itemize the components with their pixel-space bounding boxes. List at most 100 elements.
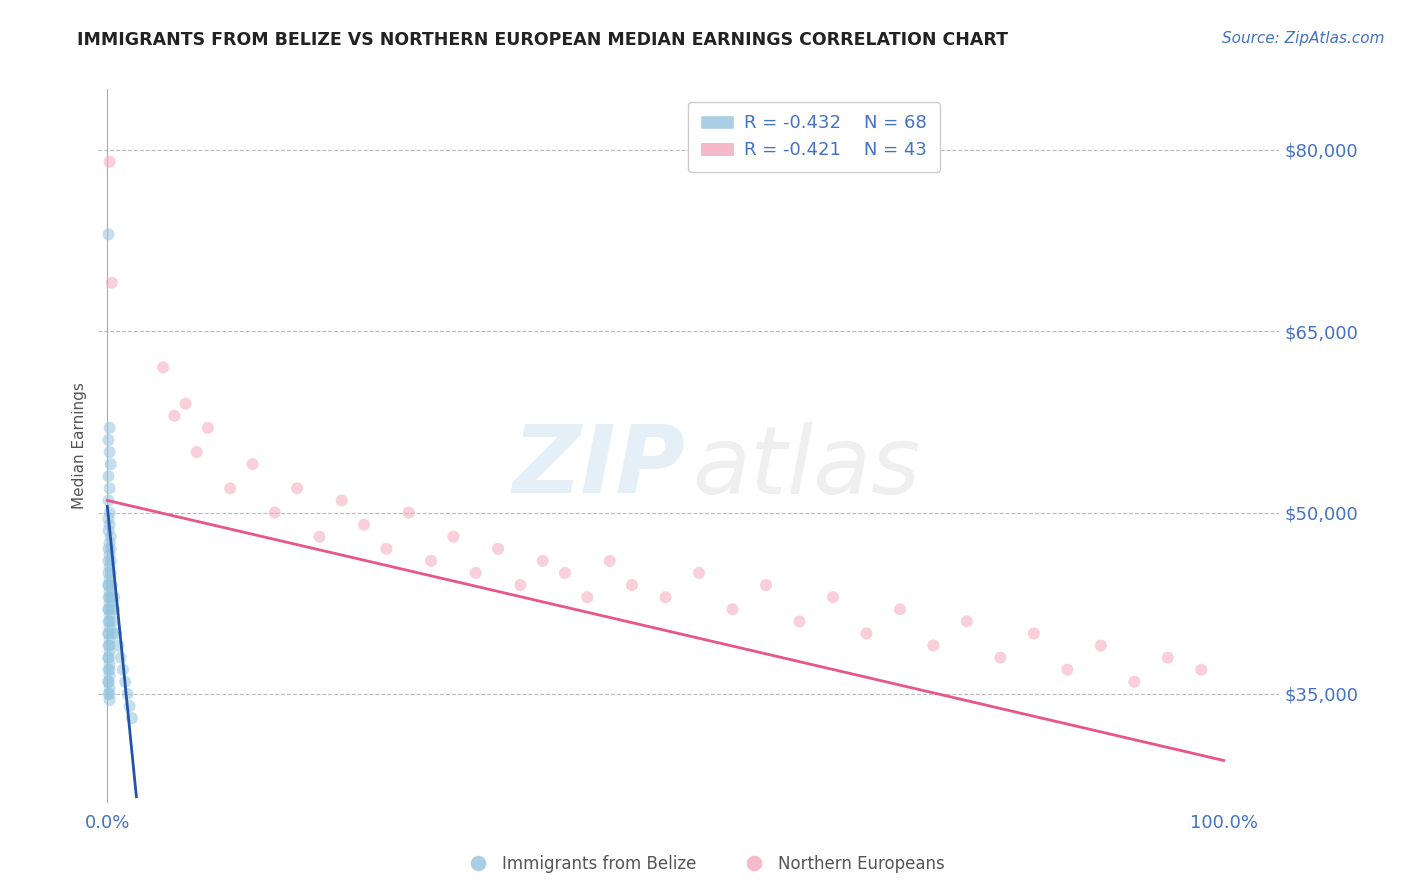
Point [98, 481, 121, 495]
Point [654, 590, 676, 604]
Point [105, 626, 128, 640]
Point [97, 663, 120, 677]
Point [242, 457, 264, 471]
Point [97, 674, 120, 689]
Point [688, 566, 710, 580]
Point [755, 578, 778, 592]
Point [420, 554, 443, 568]
Point [97, 626, 120, 640]
Point [101, 578, 124, 592]
Point [308, 530, 330, 544]
Point [922, 639, 945, 653]
Point [103, 602, 125, 616]
Point [97, 566, 120, 580]
Text: ZIP: ZIP [513, 421, 685, 514]
Point [121, 711, 143, 725]
Point [98, 596, 121, 610]
Point [554, 566, 576, 580]
Point [1090, 639, 1112, 653]
Point [621, 578, 644, 592]
Point [97, 578, 120, 592]
Point [97, 626, 120, 640]
Point [97, 469, 120, 483]
Point [821, 590, 844, 604]
Point [98, 445, 121, 459]
Point [464, 566, 486, 580]
Point [98, 560, 121, 574]
Point [98, 615, 121, 629]
Point [100, 530, 122, 544]
Point [97, 541, 120, 556]
Point [174, 397, 197, 411]
Point [285, 481, 308, 495]
Point [100, 541, 122, 556]
Point [152, 360, 174, 375]
Point [353, 517, 375, 532]
Point [98, 517, 121, 532]
Legend: R = -0.432    N = 68, R = -0.421    N = 43: R = -0.432 N = 68, R = -0.421 N = 43 [689, 102, 939, 172]
Point [107, 639, 129, 653]
Point [97, 433, 120, 447]
Point [98, 645, 121, 659]
Point [98, 663, 121, 677]
Point [97, 650, 120, 665]
Point [599, 554, 621, 568]
Point [97, 602, 120, 616]
Point [97, 227, 120, 242]
Point [97, 615, 120, 629]
Point [97, 602, 120, 616]
Point [100, 566, 122, 580]
Point [98, 154, 121, 169]
Point [101, 615, 124, 629]
Point [441, 530, 464, 544]
Point [990, 650, 1012, 665]
Point [956, 615, 979, 629]
Point [855, 626, 877, 640]
Point [98, 590, 121, 604]
Point [97, 554, 120, 568]
Point [97, 639, 120, 653]
Y-axis label: Median Earnings: Median Earnings [72, 383, 87, 509]
Point [186, 445, 208, 459]
Point [98, 620, 121, 634]
Point [97, 524, 120, 538]
Point [1123, 674, 1146, 689]
Point [101, 626, 124, 640]
Point [98, 687, 121, 701]
Point [263, 506, 285, 520]
Point [98, 693, 121, 707]
Point [110, 650, 132, 665]
Point [197, 421, 219, 435]
Point [97, 650, 120, 665]
Point [330, 493, 353, 508]
Point [101, 590, 124, 604]
Text: atlas: atlas [693, 422, 921, 513]
Point [103, 590, 125, 604]
Point [1056, 663, 1078, 677]
Point [98, 584, 121, 599]
Point [97, 493, 120, 508]
Legend: Immigrants from Belize, Northern Europeans: Immigrants from Belize, Northern Europea… [456, 848, 950, 880]
Point [114, 674, 136, 689]
Point [889, 602, 911, 616]
Point [98, 535, 121, 549]
Point [98, 506, 121, 520]
Point [111, 663, 134, 677]
Point [98, 572, 121, 586]
Point [97, 674, 120, 689]
Point [789, 615, 811, 629]
Point [1157, 650, 1180, 665]
Point [219, 481, 242, 495]
Point [100, 457, 122, 471]
Point [531, 554, 554, 568]
Point [100, 554, 122, 568]
Point [398, 506, 420, 520]
Text: IMMIGRANTS FROM BELIZE VS NORTHERN EUROPEAN MEDIAN EARNINGS CORRELATION CHART: IMMIGRANTS FROM BELIZE VS NORTHERN EUROP… [77, 31, 1008, 49]
Point [101, 276, 124, 290]
Point [101, 602, 124, 616]
Point [97, 590, 120, 604]
Point [98, 548, 121, 562]
Point [97, 687, 120, 701]
Point [98, 669, 121, 683]
Point [1022, 626, 1045, 640]
